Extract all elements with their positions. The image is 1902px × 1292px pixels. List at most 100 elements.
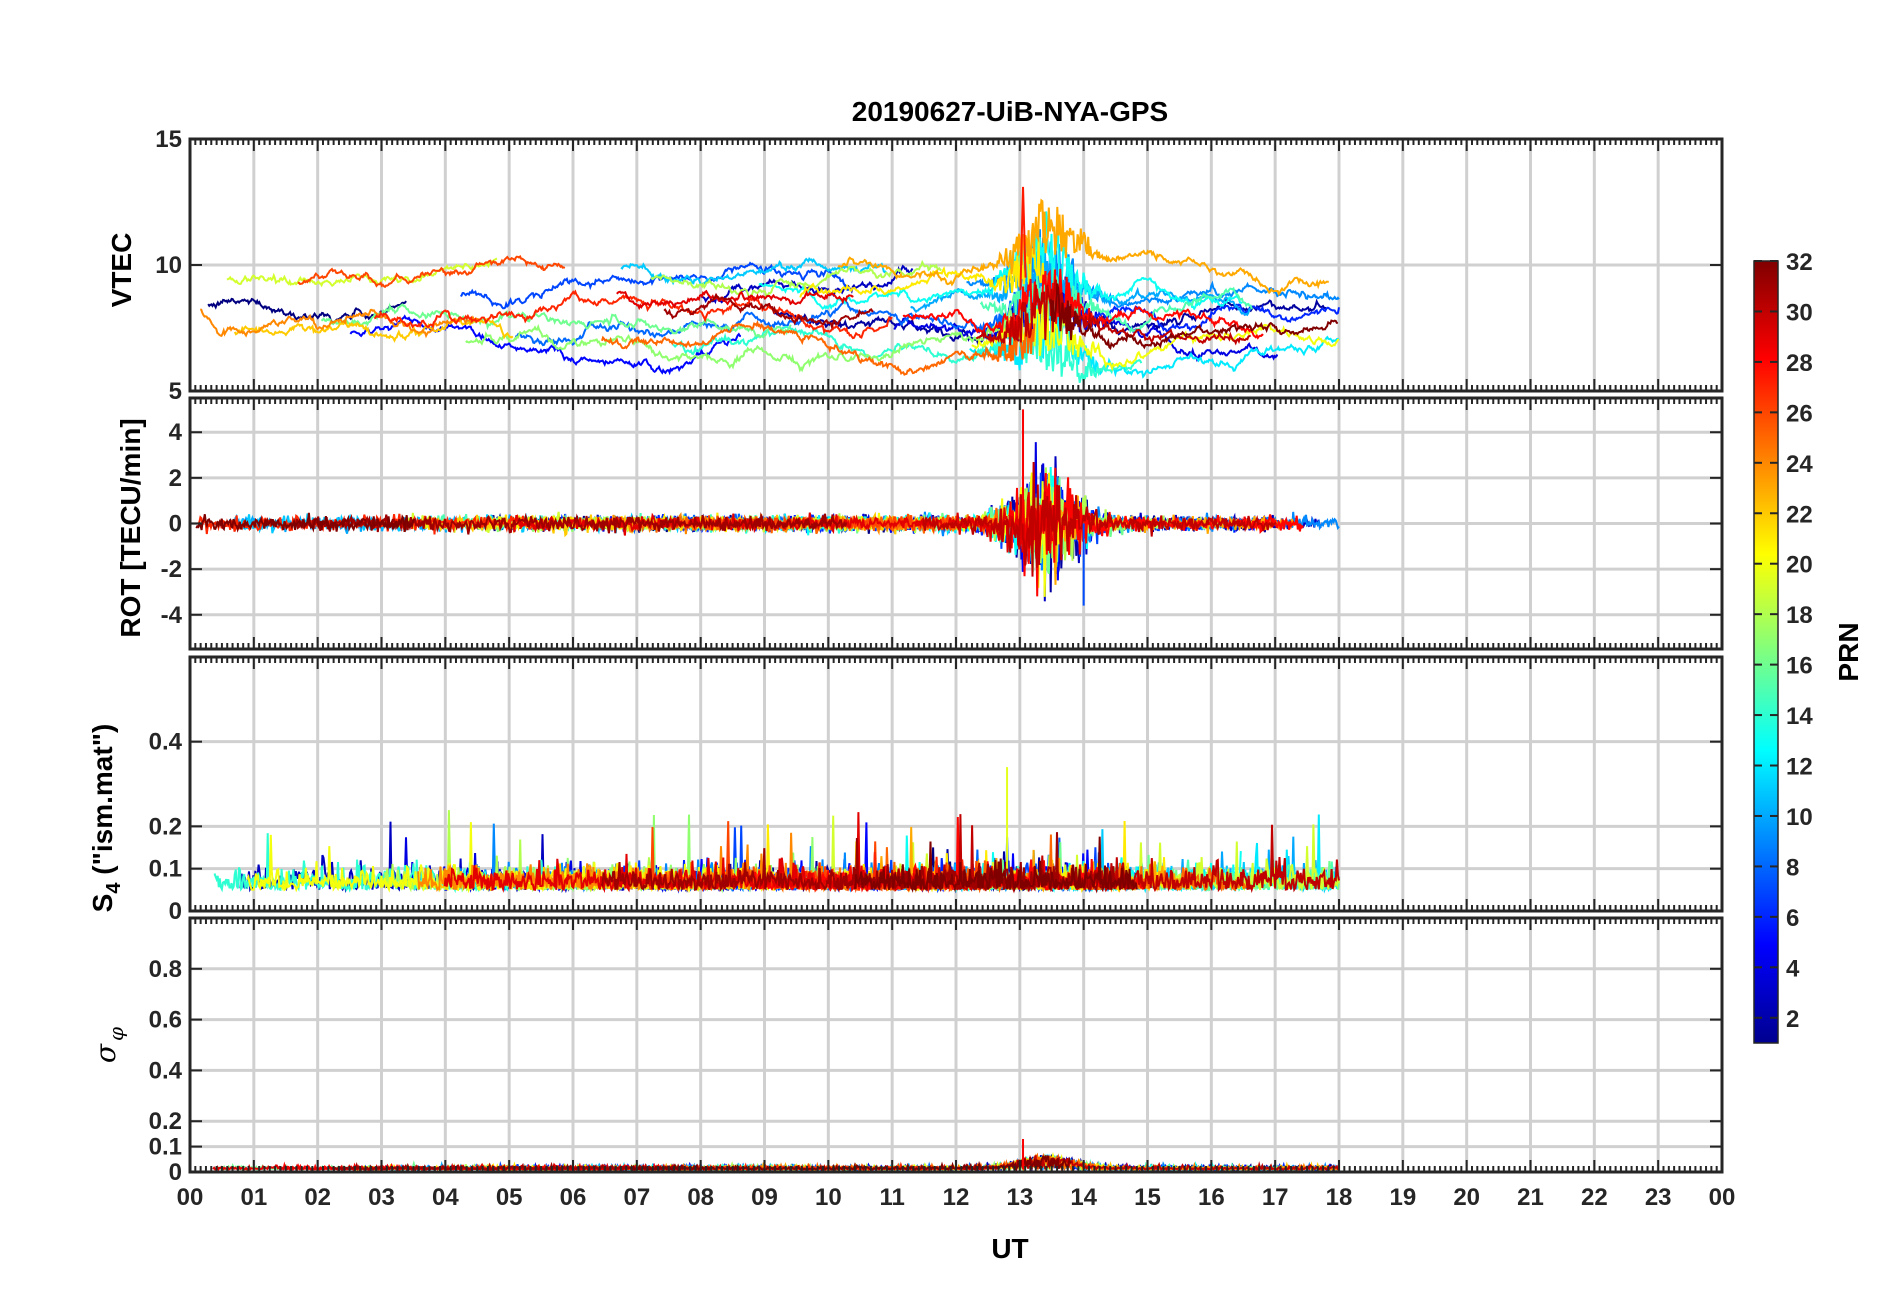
x-tick-labels: 00 01 02 03 04 05 06 07 08 09 10 11 12 13 14 15 16 17 18 19… [177,1184,1736,1211]
x-tick-label: 19 [1389,1184,1416,1211]
vtec-series-prn-8 [515,282,1037,347]
x-tick-label: 21 [1517,1184,1544,1211]
vtec-series-prn-17 [465,310,1023,373]
s4-y-label: S4 ("ism.mat") [87,724,125,913]
vtec-series-prn-31 [663,292,874,330]
x-tick-label: 00 [177,1184,204,1211]
rot-y-ticks: -4 -2 0 2 4 [161,419,1722,629]
vtec-axes-frame [188,137,1724,393]
vtec-series-prn-6 [1051,276,1340,333]
colorbar-tick-label: 2 [1786,1006,1799,1033]
s4-axes-frame [188,655,1724,913]
vtec-series-prn-27 [373,289,893,340]
s4-ytick-label: 0.1 [149,856,182,883]
vtec-series-prn-28 [902,268,1264,340]
rot-ytick-label: 0 [169,511,182,538]
vtec-series-prn-23 [837,198,1329,297]
x-tick-label: 07 [623,1184,650,1211]
vtec-series-prn-32 [1049,283,1338,351]
s4-y-label-sub: 4 [103,882,125,894]
x-tick-label: 10 [815,1184,842,1211]
sigma-phi-grid [190,918,1722,1174]
vtec-ytick-label: 15 [155,126,182,153]
s4-ytick-label: 0.4 [149,729,183,756]
x-tick-label: 22 [1581,1184,1608,1211]
colorbar-tick-label: 12 [1786,754,1813,781]
rot-series-group [195,409,1340,606]
sphi-ytick-label: 0.1 [149,1134,182,1161]
colorbar-tick-label: 10 [1786,804,1813,831]
sphi-ytick-label: 0.4 [149,1057,183,1084]
vtec-series-prn-24 [200,308,481,339]
vtec-y-ticks: 5 10 15 [155,126,1722,405]
colorbar-tick-label: 30 [1786,299,1813,326]
sphi-ytick-label: 0 [169,1159,182,1186]
s4-y-label-main: S [87,894,118,913]
colorbar-tick-label: 22 [1786,501,1813,528]
vtec-series-prn-26 [297,254,566,289]
x-tick-label: 15 [1134,1184,1161,1211]
x-tick-label: 14 [1070,1184,1097,1211]
vtec-series-prn-13 [758,211,1243,311]
vtec-series-prn-11 [620,257,887,286]
x-tick-label: 16 [1198,1184,1225,1211]
sigma-phi-y-ticks: 00.10.2 0.4 0.6 0.8 [149,956,1722,1186]
s4-y-ticks: 0 0.1 0.2 0.4 [149,729,1722,925]
x-tick-label: 08 [687,1184,714,1211]
x-tick-label: 12 [943,1184,970,1211]
sigma-phi-y-label-main: σ [89,1043,122,1063]
colorbar-label: PRN [1833,622,1864,681]
rot-series-prn-30 [921,461,1277,577]
vtec-series-prn-30 [976,279,1252,346]
x-tick-label: 05 [496,1184,523,1211]
colorbar-tick-label: 6 [1786,905,1799,932]
rot-series-prn-32 [195,512,416,533]
s4-series-prn-32 [853,836,1138,893]
vtec-grid [190,137,1722,393]
vtec-series-prn-25 [601,312,1036,376]
vtec-y-label: VTEC [106,233,137,308]
sphi-ytick-label: 0.8 [149,956,182,983]
s4-ytick-label: 0 [169,898,182,925]
panel-rot: -4 -2 0 2 4 ROT [TECU/min] [115,396,1724,651]
vtec-series-prn-3 [700,264,914,305]
s4-series-prn-14 [213,833,609,894]
colorbar-tick-label: 20 [1786,552,1813,579]
x-tick-label: 06 [560,1184,587,1211]
x-tick-label: 09 [751,1184,778,1211]
s4-y-label-rest: ("ism.mat") [87,724,118,883]
vtec-ytick-label: 5 [169,378,182,405]
colorbar-tick-label: 8 [1786,854,1799,881]
x-tick-label: 00 [1709,1184,1736,1211]
rot-ytick-label: 2 [169,465,182,492]
x-tick-label: 23 [1645,1184,1672,1211]
colorbar-tick-label: 32 [1786,249,1813,276]
colorbar-gradient [1753,260,1779,1044]
vtec-series-prn-5 [349,314,742,376]
rot-ytick-label: -2 [161,556,182,583]
vtec-peak [1019,186,1027,291]
x-tick-label: 20 [1453,1184,1480,1211]
rot-y-label: ROT [TECU/min] [115,418,146,637]
panel-s4: 0 0.1 0.2 0.4 S4 ("ism.mat") [87,655,1724,925]
vtec-series-group [200,186,1340,383]
x-tick-label: 17 [1262,1184,1289,1211]
x-tick-label: 18 [1326,1184,1353,1211]
x-tick-label: 03 [368,1184,395,1211]
vtec-series-prn-22 [233,317,514,343]
sphi-ytick-label: 0.6 [149,1007,182,1034]
x-tick-label: 13 [1006,1184,1033,1211]
chart-title: 20190627-UiB-NYA-GPS [852,96,1168,127]
x-tick-label: 04 [432,1184,459,1211]
x-tick-label: 02 [304,1184,331,1211]
s4-series-group [213,767,1340,894]
vtec-series-prn-29 [616,289,854,311]
colorbar-tick-label: 14 [1786,703,1813,730]
colorbar-tick-label: 24 [1786,451,1813,478]
vtec-ytick-label: 10 [155,252,182,279]
x-tick-label: 01 [240,1184,267,1211]
rot-ytick-label: 4 [169,419,183,446]
colorbar-tick-label: 16 [1786,653,1813,680]
